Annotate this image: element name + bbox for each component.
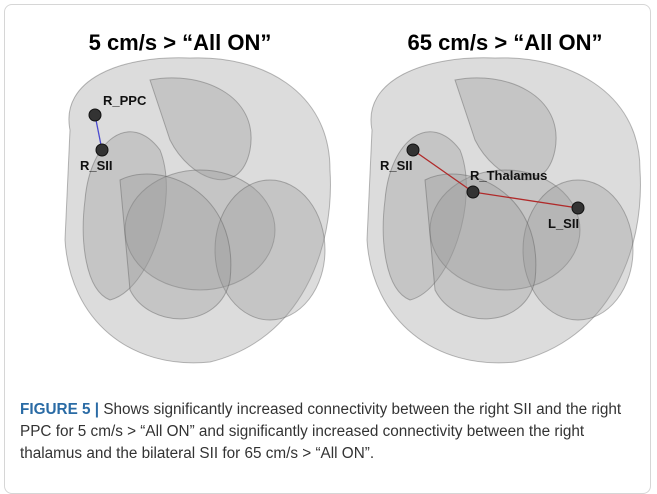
figure: 5 cm/s > “All ON” 65 cm/s > “All ON” R_P… [0, 0, 657, 390]
caption-label: FIGURE 5 | [20, 401, 99, 418]
node [407, 144, 419, 156]
node [96, 144, 108, 156]
node [467, 186, 479, 198]
node-label: R_PPC [103, 93, 147, 108]
node [572, 202, 584, 214]
node-label: R_SII [380, 158, 413, 173]
node-label: R_SII [80, 158, 113, 173]
node-label: L_SII [548, 216, 579, 231]
caption: FIGURE 5 | Shows significantly increased… [20, 399, 638, 465]
node-label: R_Thalamus [470, 168, 547, 183]
brain-right [367, 58, 640, 363]
page: 5 cm/s > “All ON” 65 cm/s > “All ON” R_P… [0, 0, 657, 480]
panel-title: 65 cm/s > “All ON” [407, 30, 602, 55]
node [89, 109, 101, 121]
panel-title: 5 cm/s > “All ON” [89, 30, 272, 55]
caption-text: Shows significantly increased connectivi… [20, 401, 621, 462]
